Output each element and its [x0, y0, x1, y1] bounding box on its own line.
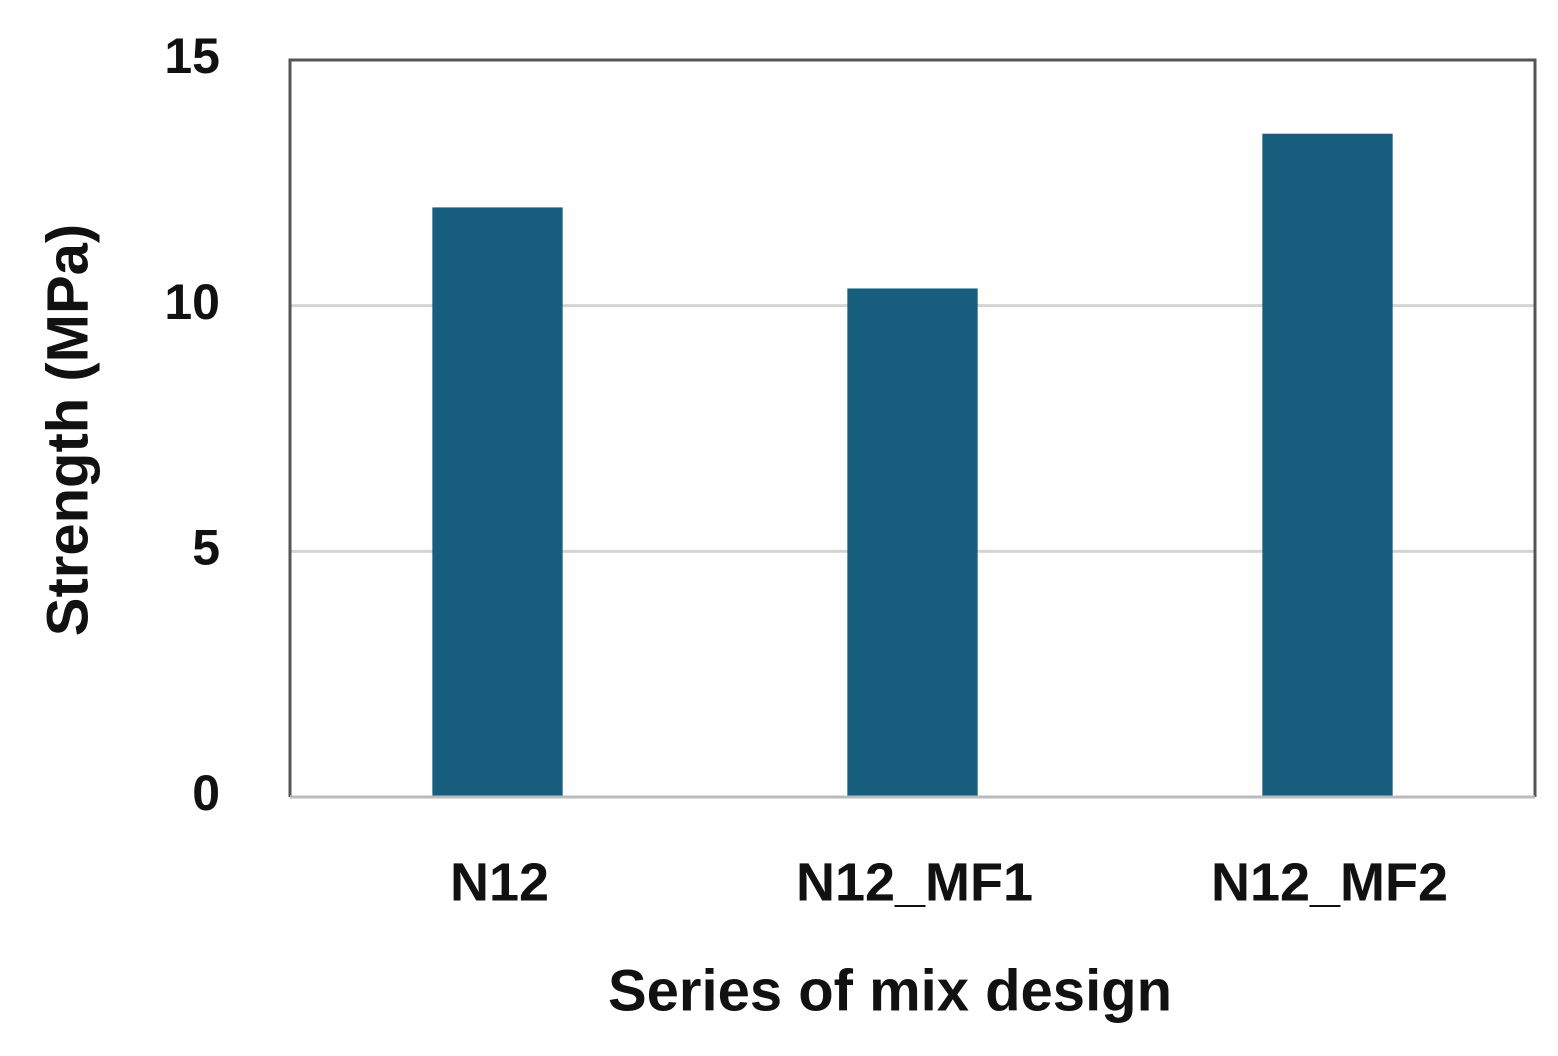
y-tick-label: 5	[192, 520, 220, 576]
y-tick-label: 10	[164, 274, 220, 330]
y-tick-label: 0	[192, 765, 220, 821]
y-axis-title: Strength (MPa)	[35, 224, 100, 636]
x-tick-label: N12_MF2	[1211, 852, 1448, 912]
x-axis-title: Series of mix design	[608, 958, 1172, 1023]
bar	[1262, 133, 1393, 797]
x-tick-label: N12_MF1	[796, 852, 1033, 912]
x-tick-label: N12	[450, 852, 549, 912]
bar	[847, 288, 978, 797]
plot-frame	[288, 58, 1537, 797]
y-tick-label: 15	[164, 28, 220, 84]
bar	[432, 207, 563, 797]
